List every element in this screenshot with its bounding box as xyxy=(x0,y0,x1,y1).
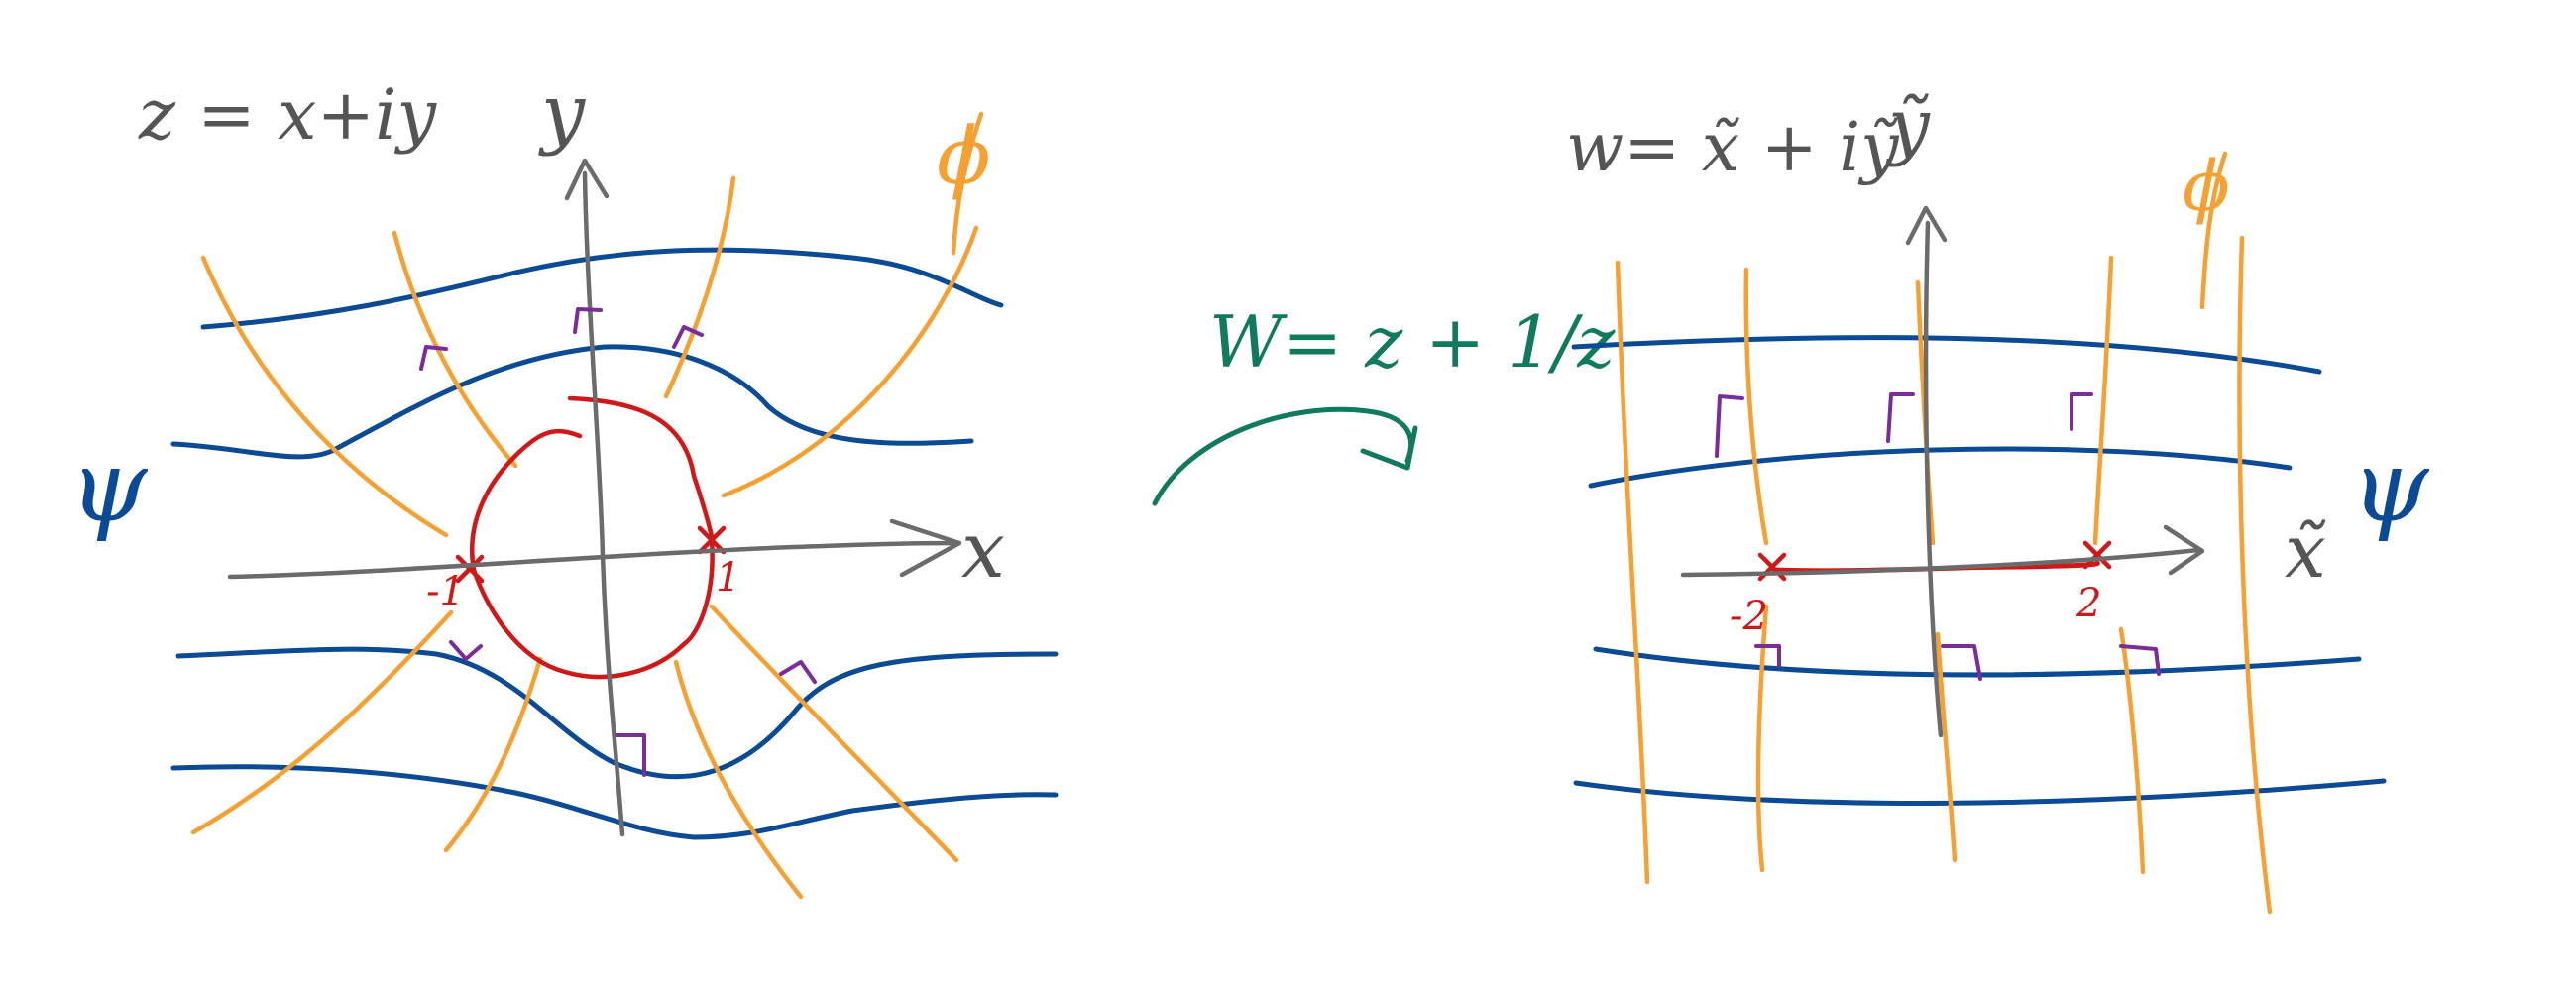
right-y-arrowhead xyxy=(1905,205,1948,246)
left-streamline-1 xyxy=(200,247,1004,330)
left-x-axis xyxy=(227,540,959,580)
mapping-formula: W= z + 1/z xyxy=(1209,300,1616,384)
right-plane: w= x̃ + iỹ ỹ x̃ ψ ϕ -2 2 xyxy=(1566,83,2430,915)
left-phi-marker xyxy=(951,111,984,256)
right-y-axis xyxy=(1923,220,1944,738)
left-potential-3 xyxy=(663,175,736,399)
left-crossmark-neg xyxy=(455,554,485,584)
right-phi-marker xyxy=(2199,151,2228,310)
left-mark-neg: -1 xyxy=(426,569,465,614)
right-mark-pos: 2 xyxy=(2075,581,2101,626)
right-potential-2 xyxy=(1743,267,1769,546)
right-streamline-2 xyxy=(1588,446,2293,489)
right-streamline-4 xyxy=(1573,778,2387,806)
left-potential-5 xyxy=(190,609,454,835)
right-potential-8 xyxy=(2237,235,2273,915)
left-streamline-2 xyxy=(170,344,974,460)
right-mark-neg: -2 xyxy=(1730,594,1768,639)
left-cylinder xyxy=(470,395,715,680)
mapping-arrow xyxy=(1152,406,1414,506)
left-cylinder-outline xyxy=(470,395,715,680)
left-potential-1 xyxy=(200,255,449,538)
left-y-axis xyxy=(582,170,625,837)
right-x-axis-label: x̃ xyxy=(2285,509,2326,595)
right-y-axis-label: ỹ xyxy=(1885,83,1931,168)
left-potential-2 xyxy=(392,230,518,469)
left-crossmark-pos xyxy=(697,525,727,555)
left-x-axis-label: x xyxy=(961,506,1005,596)
right-potential-7 xyxy=(2118,626,2146,875)
left-y-arrowhead xyxy=(564,158,610,201)
right-streamlines xyxy=(1571,335,2387,806)
left-streamline-4 xyxy=(170,764,1059,840)
left-potential-7 xyxy=(673,659,804,900)
mapping: W= z + 1/z xyxy=(1152,300,1616,506)
left-y-axis-label: y xyxy=(538,68,586,158)
right-title: w= x̃ + iỹ xyxy=(1566,109,1900,187)
right-right-angle-markers xyxy=(1715,392,2161,681)
right-x-arrowhead xyxy=(2163,524,2205,576)
left-axes xyxy=(227,158,962,837)
right-potential-5 xyxy=(1935,631,1958,863)
left-plane: z = x+iy y x ψ ϕ -1 1 xyxy=(69,68,1059,900)
left-phi-label: ϕ xyxy=(937,110,991,202)
mapping-arrowhead xyxy=(1360,425,1418,471)
left-psi-label: ψ xyxy=(69,428,149,544)
left-potential-lines xyxy=(190,175,979,900)
left-potential-6 xyxy=(443,656,543,853)
right-potential-3 xyxy=(1755,604,1769,873)
left-mark-pos: 1 xyxy=(716,555,740,601)
left-right-angle-markers xyxy=(419,307,817,777)
right-streamline-3 xyxy=(1593,646,2362,678)
right-crossmark-pos xyxy=(2082,540,2112,570)
left-potential-4 xyxy=(721,225,979,498)
right-phi-label: ϕ xyxy=(2183,146,2230,227)
right-streamline-1 xyxy=(1571,335,2322,375)
right-axes xyxy=(1680,205,2205,738)
right-psi-label: ψ xyxy=(2351,428,2430,544)
left-x-arrowhead xyxy=(889,518,962,578)
right-x-axis xyxy=(1680,547,2201,578)
right-potential-1 xyxy=(1615,260,1650,885)
left-title: z = x+iy xyxy=(138,74,438,156)
right-potential-6 xyxy=(2092,255,2114,546)
left-potential-8 xyxy=(709,604,959,863)
